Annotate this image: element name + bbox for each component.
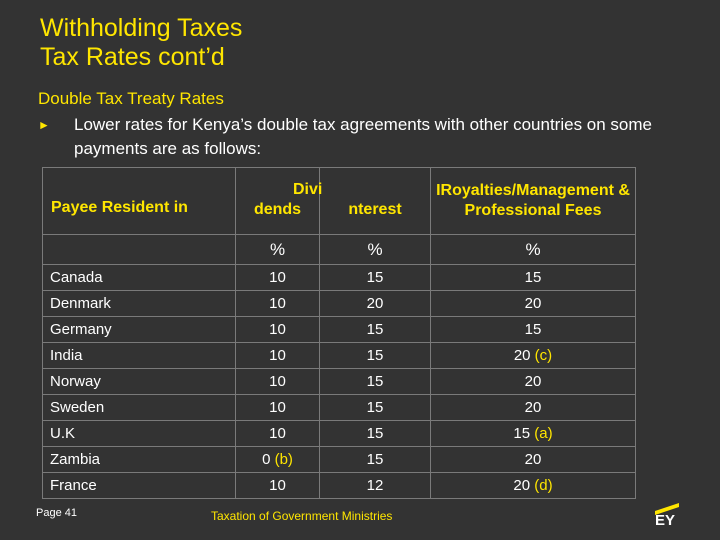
interest-cell: 15 (319, 264, 431, 291)
country-cell: Denmark (42, 290, 236, 317)
section-subheading: Double Tax Treaty Rates (38, 89, 224, 108)
royalties-value: 20 (524, 295, 542, 312)
units-dividends: % (235, 234, 320, 265)
dividends-cell: 10 (235, 342, 320, 369)
dividends-value: 10 (269, 399, 286, 416)
interest-cell: 15 (319, 420, 431, 447)
dividends-cell: 10 (235, 368, 320, 395)
interest-cell: 15 (319, 368, 431, 395)
dividends-value: 10 (269, 295, 286, 312)
dividends-cell: 10 (235, 472, 320, 499)
bullet-item: ► Lower rates for Kenya’s double tax agr… (38, 113, 698, 161)
dividends-cell: 10 (235, 420, 320, 447)
interest-cell: 20 (319, 290, 431, 317)
royalties-cell: 15 (430, 316, 636, 343)
dividends-value: 10 (269, 347, 286, 364)
royalties-footnote: (d) (534, 477, 553, 494)
table-row: India 10 15 20 (c) (42, 342, 636, 369)
dividends-value: 10 (269, 425, 286, 442)
units-interest: % (319, 234, 431, 265)
header-interest-part2: nterest (348, 201, 402, 218)
dividends-value: 10 (269, 321, 286, 338)
triangle-bullet-icon: ► (38, 118, 50, 132)
table-row: Denmark 10 20 20 (42, 290, 636, 317)
dividends-footnote: (b) (274, 451, 293, 468)
country-cell: Canada (42, 264, 236, 291)
header-royalties-line2: Professional Fees (464, 202, 602, 219)
header-dividends: Divi dends (235, 167, 323, 235)
country-cell: Sweden (42, 394, 236, 421)
country-cell: U.K (42, 420, 236, 447)
units-royalties: % (430, 234, 636, 265)
royalties-value: 15 (524, 321, 542, 338)
interest-cell: 12 (319, 472, 431, 499)
royalties-cell: 15 (a) (430, 420, 636, 447)
dividends-cell: 10 (235, 264, 320, 291)
ey-logo-icon: EY (655, 503, 679, 525)
country-cell: India (42, 342, 236, 369)
royalties-value: 20 (513, 347, 531, 364)
royalties-value: 20 (513, 477, 531, 494)
country-cell: France (42, 472, 236, 499)
dividends-cell: 10 (235, 394, 320, 421)
dividends-cell: 10 (235, 290, 320, 317)
table-row: Germany 10 15 15 (42, 316, 636, 343)
footer-presentation-title: Taxation of Government Ministries (211, 509, 393, 523)
header-interest: nterest (319, 167, 431, 235)
dividends-cell: 0 (b) (235, 446, 320, 473)
interest-cell: 15 (319, 394, 431, 421)
table-row: France 10 12 20 (d) (42, 472, 636, 499)
table-row: Zambia 0 (b) 15 20 (42, 446, 636, 473)
units-empty-cell (42, 234, 236, 265)
interest-cell: 15 (319, 342, 431, 369)
dividends-value: 0 (262, 451, 271, 468)
header-payee-resident: Payee Resident in (42, 167, 236, 235)
interest-cell: 15 (319, 316, 431, 343)
country-cell: Zambia (42, 446, 236, 473)
royalties-cell: 20 (430, 394, 636, 421)
header-royalties-line1: Royalties/Management & (440, 182, 630, 199)
table-row: Sweden 10 15 20 (42, 394, 636, 421)
country-cell: Norway (42, 368, 236, 395)
title-line-1: Withholding Taxes (40, 14, 243, 42)
royalties-value: 20 (524, 399, 542, 416)
dividends-value: 10 (269, 269, 286, 286)
royalties-value: 15 (524, 269, 542, 286)
royalties-cell: 20 (d) (430, 472, 636, 499)
table-row: U.K 10 15 15 (a) (42, 420, 636, 447)
royalties-cell: 20 (430, 290, 636, 317)
royalties-footnote: (c) (534, 347, 553, 364)
table-header-row: Payee Resident in Divi dends nterest IRo… (42, 167, 636, 235)
page-number: Page 41 (36, 507, 77, 519)
interest-cell: 15 (319, 446, 431, 473)
table-row: Canada 10 15 15 (42, 264, 636, 291)
royalties-cell: 20 (430, 446, 636, 473)
header-dividends-part1: Divi (293, 181, 323, 198)
tax-rates-table: Payee Resident in Divi dends nterest IRo… (42, 167, 636, 499)
logo-text: EY (655, 512, 675, 525)
units-row: % % % (42, 234, 636, 265)
royalties-value: 20 (524, 373, 542, 390)
country-cell: Germany (42, 316, 236, 343)
dividends-value: 10 (269, 373, 286, 390)
slide-title: Withholding Taxes Tax Rates cont’d (40, 14, 242, 72)
royalties-cell: 20 (430, 368, 636, 395)
header-dividends-part2: dends (253, 201, 302, 218)
bullet-text: Lower rates for Kenya’s double tax agree… (74, 115, 652, 158)
header-royalties: IRoyalties/Management & Professional Fee… (430, 167, 636, 235)
royalties-cell: 15 (430, 264, 636, 291)
royalties-value: 20 (524, 451, 542, 468)
table-body: Canada 10 15 15 Denmark 10 20 20 Germany 10 15 15 In… (42, 264, 636, 499)
dividends-cell: 10 (235, 316, 320, 343)
dividends-value: 10 (269, 477, 286, 494)
title-line-2: Tax Rates cont’d (40, 43, 225, 71)
royalties-cell: 20 (c) (430, 342, 636, 369)
royalties-footnote: (a) (534, 425, 553, 442)
header-interest-part1: I (436, 182, 441, 199)
royalties-value: 15 (513, 425, 531, 442)
table-row: Norway 10 15 20 (42, 368, 636, 395)
